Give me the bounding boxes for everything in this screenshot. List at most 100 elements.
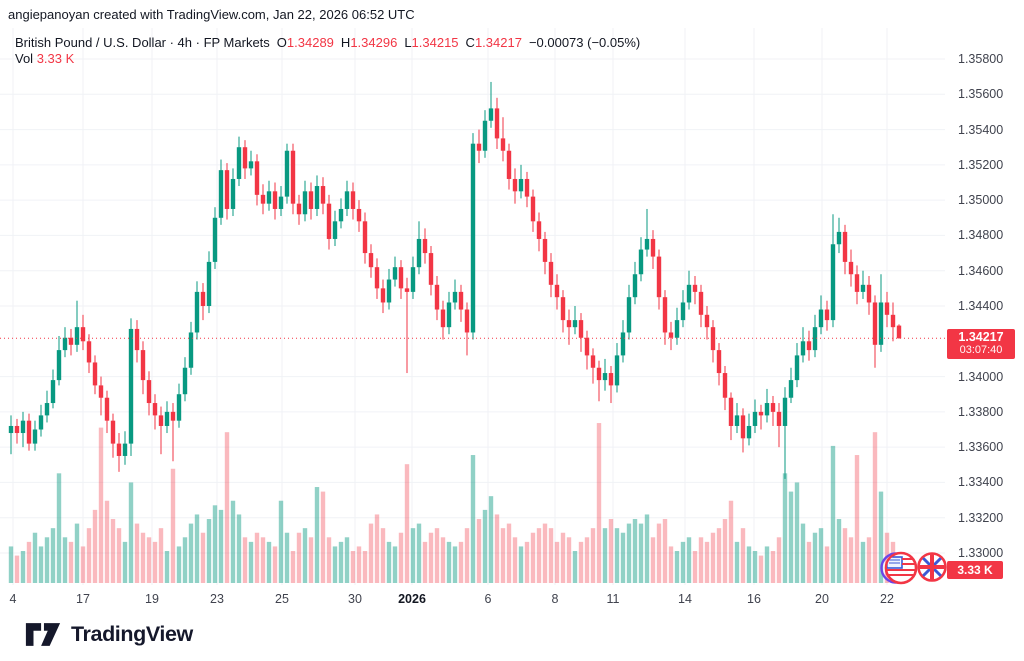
volume-bar bbox=[14, 555, 20, 583]
candle-body bbox=[620, 332, 626, 356]
candle-body bbox=[92, 362, 98, 386]
time-axis-label: 19 bbox=[145, 592, 159, 606]
candle-body bbox=[68, 337, 74, 345]
volume-bar bbox=[80, 546, 86, 583]
candle-body bbox=[890, 314, 896, 328]
volume-bar bbox=[212, 505, 218, 583]
candle-body bbox=[734, 415, 740, 426]
candle-body bbox=[158, 415, 164, 426]
candle-body bbox=[764, 403, 770, 416]
time-axis-label: 11 bbox=[606, 592, 620, 606]
volume-bar bbox=[176, 546, 182, 583]
candle-body bbox=[296, 203, 302, 215]
volume-bar bbox=[146, 537, 152, 583]
candle-wick bbox=[598, 360, 600, 402]
time-axis-label: 8 bbox=[551, 592, 559, 606]
volume-bar bbox=[380, 528, 386, 583]
candle-body bbox=[176, 394, 182, 421]
change-value: −0.00073 (−0.05%) bbox=[528, 35, 641, 50]
time-axis-label: 14 bbox=[678, 592, 692, 606]
volume-bar bbox=[548, 528, 554, 583]
candle-body bbox=[314, 186, 320, 209]
volume-bar bbox=[632, 519, 638, 583]
volume-bar bbox=[506, 523, 512, 583]
candle-body bbox=[560, 297, 566, 321]
volume-bar bbox=[788, 491, 794, 583]
candle-body bbox=[260, 194, 266, 204]
volume-bar bbox=[74, 523, 80, 583]
candle-body bbox=[278, 196, 284, 209]
candle-body bbox=[806, 341, 812, 351]
price-axis-label: 1.35800 bbox=[958, 52, 1004, 66]
candle-body bbox=[188, 332, 194, 368]
candle-body bbox=[404, 288, 410, 292]
candle-body bbox=[26, 420, 32, 444]
volume-bar bbox=[692, 551, 698, 583]
volume-bar bbox=[794, 482, 800, 583]
candle-body bbox=[182, 367, 188, 395]
candle-body bbox=[470, 143, 476, 333]
price-axis-label: 1.35000 bbox=[958, 193, 1004, 208]
bar-countdown-timer: 03:07:40 bbox=[959, 344, 1003, 356]
volume-bar bbox=[326, 537, 332, 583]
uk-flag-icon bbox=[917, 552, 947, 582]
candle-body bbox=[746, 425, 752, 439]
volume-bar bbox=[236, 514, 242, 583]
volume-bar bbox=[92, 509, 98, 583]
candle-body bbox=[770, 403, 776, 412]
high-label: H bbox=[340, 35, 351, 50]
candle-body bbox=[758, 411, 764, 416]
symbol-legend[interactable]: British Pound / U.S. Dollar · 4h · FP Ma… bbox=[15, 34, 640, 51]
time-axis[interactable]: 4 17 19 23 25 30 2026 6 8 11 14 16 20 22 bbox=[0, 588, 1024, 612]
volume-bar bbox=[314, 487, 320, 583]
price-axis[interactable]: 1.35800 1.35600 1.35400 1.35200 1.35000 1.348… bbox=[945, 0, 1024, 590]
candle-body bbox=[14, 425, 20, 434]
volume-bar bbox=[452, 546, 458, 583]
volume-bar bbox=[284, 532, 290, 583]
price-axis-label: 1.33000 bbox=[958, 546, 1004, 560]
volume-bar bbox=[122, 541, 128, 583]
volume-bar bbox=[422, 541, 428, 583]
close-label: C bbox=[465, 35, 475, 50]
volume-bar bbox=[530, 532, 536, 583]
candle-body bbox=[722, 373, 728, 398]
volume-bar bbox=[752, 551, 758, 583]
candle-body bbox=[608, 373, 614, 386]
price-axis-label: 1.33800 bbox=[958, 404, 1004, 419]
time-axis-label: 17 bbox=[76, 592, 90, 606]
candle-body bbox=[536, 221, 542, 239]
price-axis-label: 1.34400 bbox=[958, 299, 1004, 313]
tradingview-mark-icon bbox=[25, 622, 61, 646]
tradingview-wordmark: TradingView bbox=[71, 621, 193, 646]
candle-body bbox=[440, 309, 446, 328]
volume-bar bbox=[878, 491, 884, 583]
candle-body bbox=[224, 170, 230, 209]
price-axis-label: 1.33600 bbox=[958, 440, 1004, 455]
volume-bar bbox=[338, 541, 344, 583]
volume-bar bbox=[440, 537, 446, 583]
volume-bar bbox=[32, 532, 38, 583]
volume-legend[interactable]: Vol 3.33 K bbox=[15, 51, 74, 66]
volume-bar bbox=[602, 528, 608, 583]
volume-bars bbox=[8, 423, 902, 583]
high-value: 1.34296 bbox=[350, 35, 398, 50]
time-axis-label: 20 bbox=[815, 592, 829, 606]
us-flag-icon bbox=[884, 551, 918, 585]
volume-bar bbox=[716, 528, 722, 583]
tradingview-footer-logo[interactable]: TradingView bbox=[24, 617, 193, 651]
volume-bar bbox=[512, 537, 518, 583]
candle-body bbox=[368, 253, 374, 268]
close-value: 1.34217 bbox=[474, 35, 522, 50]
candle-body bbox=[494, 108, 500, 139]
candle-body bbox=[500, 138, 506, 151]
volume-bar bbox=[86, 528, 92, 583]
volume-bar bbox=[866, 537, 872, 583]
candle-body bbox=[236, 147, 242, 179]
candle-body bbox=[56, 350, 62, 381]
candle-body bbox=[464, 309, 470, 333]
candle-body bbox=[272, 191, 278, 209]
candle-body bbox=[866, 284, 872, 303]
volume-bar bbox=[842, 528, 848, 583]
symbol-title[interactable]: British Pound / U.S. Dollar · 4h · FP Ma… bbox=[15, 35, 270, 50]
